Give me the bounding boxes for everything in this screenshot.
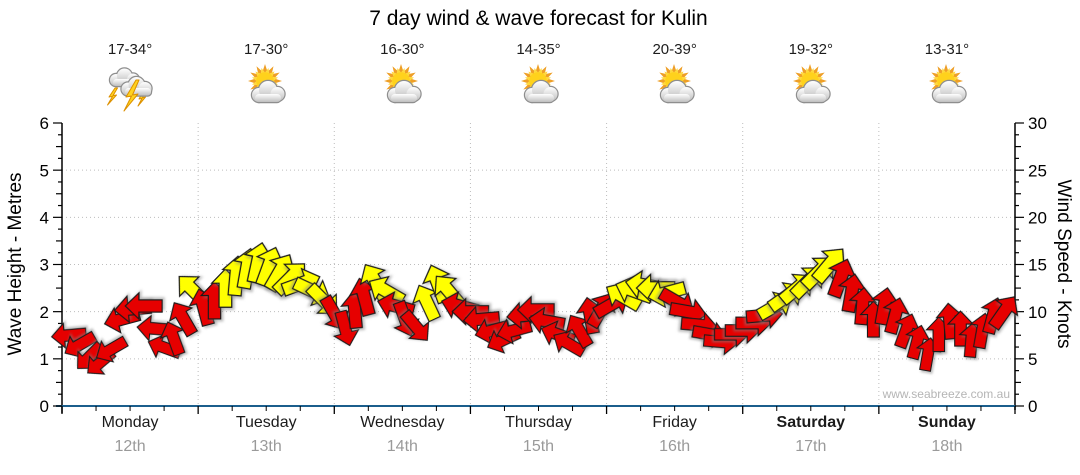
left-tick-label: 1 <box>40 350 49 369</box>
date-label: 17th <box>795 438 827 455</box>
day-label: Monday <box>101 414 159 431</box>
temperature-range: 17-30° <box>244 41 289 58</box>
day-label: Friday <box>652 414 697 431</box>
temperature-range: 19-32° <box>788 41 833 58</box>
temperature-range: 14-35° <box>516 41 561 58</box>
left-tick-label: 4 <box>40 208 49 227</box>
wind-arrow <box>168 302 199 338</box>
day-label: Thursday <box>505 414 572 431</box>
temperature-range: 13-31° <box>924 41 970 58</box>
right-tick-label: 10 <box>1028 303 1047 322</box>
right-axis-label: Wind Speed - Knots <box>1053 179 1074 349</box>
chart-title: 7 day wind & wave forecast for Kulin <box>369 7 708 30</box>
date-label: 13th <box>250 438 282 455</box>
wind-arrow <box>882 297 910 336</box>
partly-cloudy-icon <box>238 64 294 114</box>
left-tick-label: 6 <box>40 114 49 133</box>
thunderstorm-icon <box>102 64 158 114</box>
wind-arrow <box>516 295 555 325</box>
day-label: Tuesday <box>235 414 297 431</box>
wind-arrow <box>496 318 534 345</box>
right-tick-label: 0 <box>1028 397 1037 416</box>
wind-arrow <box>332 309 360 347</box>
partly-cloudy-icon <box>919 64 975 114</box>
right-tick-label: 5 <box>1028 350 1037 369</box>
date-label: 15th <box>522 438 555 455</box>
left-tick-label: 0 <box>40 397 49 416</box>
wind-arrow <box>451 297 490 327</box>
right-tick-label: 20 <box>1028 208 1047 227</box>
left-tick-label: 3 <box>40 256 49 275</box>
partly-cloudy-icon <box>783 64 839 114</box>
wind-arrow <box>50 322 88 350</box>
date-label: 12th <box>114 438 146 455</box>
wind-arrows <box>50 241 1019 375</box>
wind-arrow <box>368 275 407 307</box>
wind-arrow <box>553 330 587 358</box>
right-tick-label: 25 <box>1028 161 1047 180</box>
partly-cloudy-icon <box>511 64 567 114</box>
date-label: 18th <box>931 438 963 455</box>
day-label: Sunday <box>918 414 976 431</box>
left-tick-label: 2 <box>40 303 49 322</box>
temperature-range: 16-30° <box>380 41 425 58</box>
watermark: www.seabreeze.com.au <box>882 387 1010 401</box>
wind-arrow <box>987 296 1019 331</box>
right-tick-label: 30 <box>1028 114 1047 133</box>
right-tick-label: 15 <box>1028 256 1047 275</box>
partly-cloudy-icon <box>647 64 703 114</box>
partly-cloudy-icon <box>374 64 430 114</box>
temperature-range: 17-34° <box>107 41 153 58</box>
day-label: Saturday <box>776 414 846 431</box>
wind-arrow <box>124 291 163 321</box>
left-axis-label: Wave Height - Metres <box>5 172 26 356</box>
left-tick-label: 5 <box>40 161 49 180</box>
day-label: Wednesday <box>360 414 445 431</box>
temperature-range: 20-39° <box>652 41 697 58</box>
date-label: 16th <box>659 438 691 455</box>
date-label: 14th <box>386 438 418 455</box>
wind-arrow <box>95 335 129 363</box>
wind-arrow <box>399 308 430 341</box>
